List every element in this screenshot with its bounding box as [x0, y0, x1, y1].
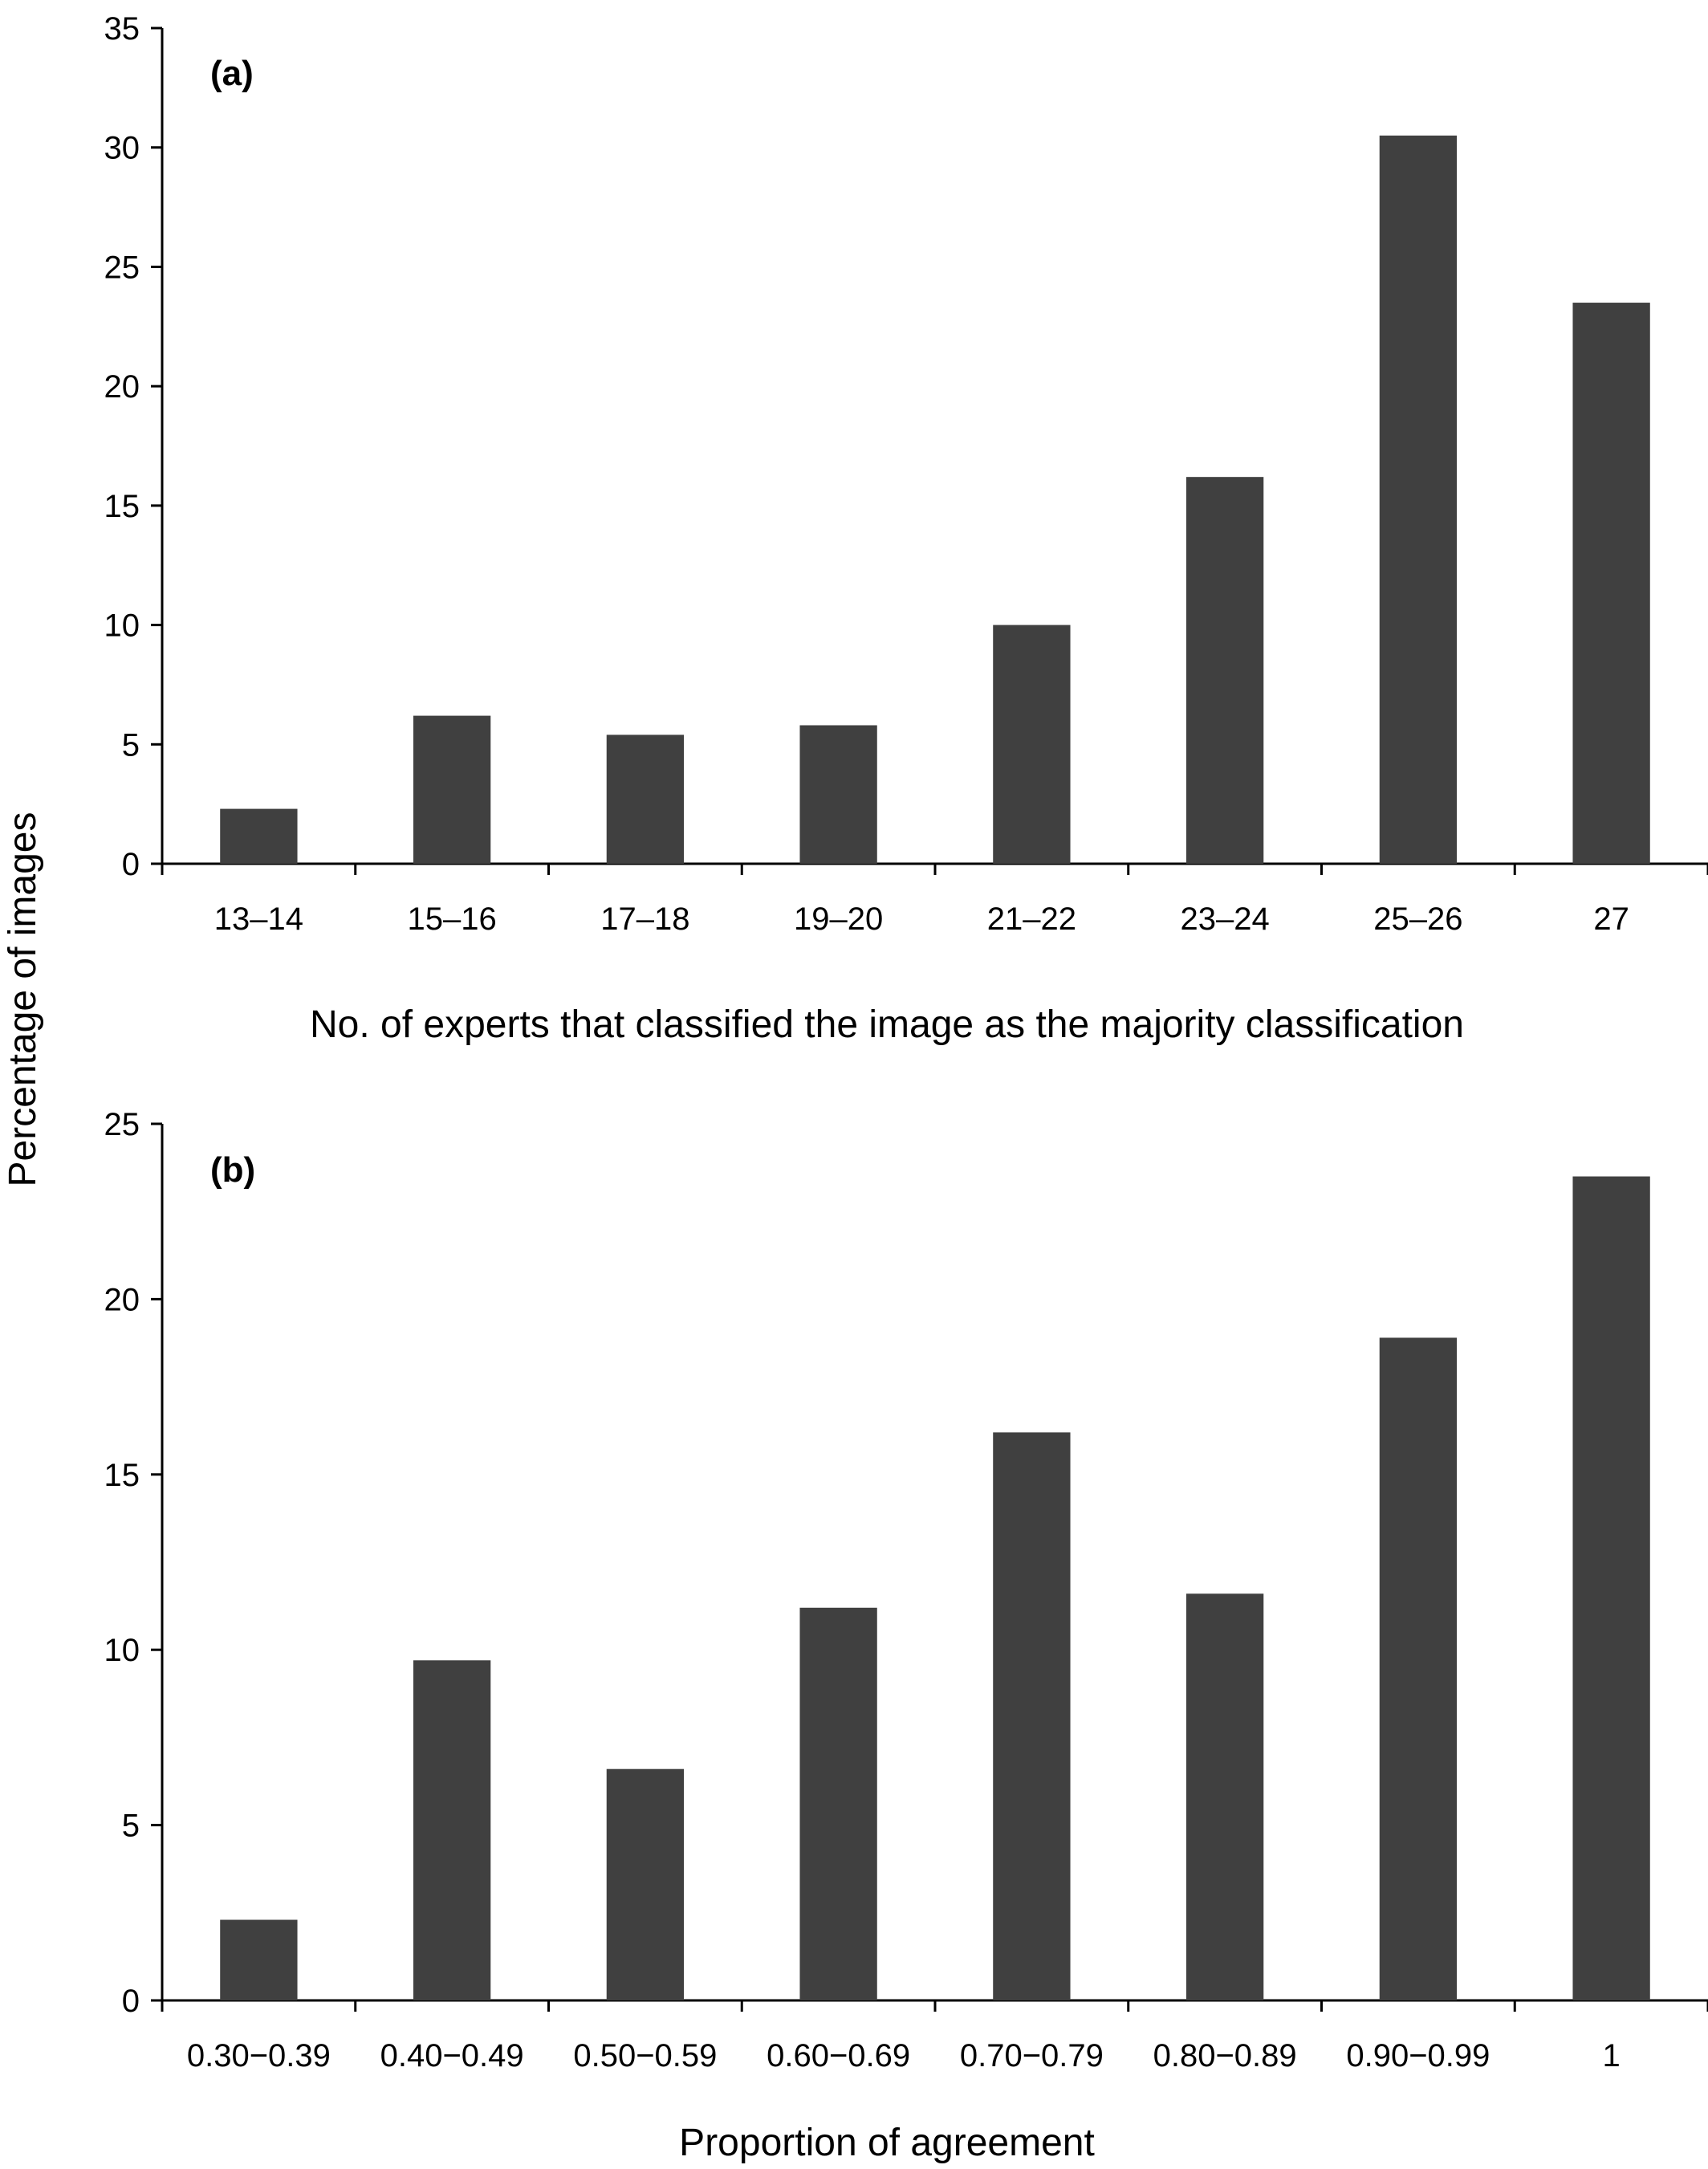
x-tick-label: 23–24 [1181, 901, 1270, 937]
x-axis-title-b: Proportion of agreement [679, 2122, 1095, 2164]
bar-a-4 [799, 725, 877, 864]
x-tick-label: 0.50−0.59 [573, 2038, 717, 2073]
y-tick-label: 5 [122, 727, 140, 763]
x-tick-label: 13–14 [214, 901, 303, 937]
y-tick-label: 10 [104, 608, 140, 644]
x-tick-label: 15–16 [408, 901, 497, 937]
bar-a-7 [1379, 135, 1458, 865]
bar-a-8 [1572, 303, 1650, 864]
x-tick-label: 19–20 [794, 901, 883, 937]
x-tick-label: 25–26 [1373, 901, 1462, 937]
x-tick-label: 21–22 [987, 901, 1076, 937]
x-tick-label: 0.40−0.49 [380, 2038, 524, 2073]
x-tick-label: 0.70−0.79 [960, 2038, 1104, 2073]
bar-a-6 [1185, 477, 1264, 864]
bar-b-6 [1185, 1593, 1264, 2000]
bar-b-5 [993, 1432, 1071, 2000]
bar-b-3 [606, 1768, 685, 2000]
y-tick-label: 0 [122, 1984, 140, 2019]
y-tick-label: 0 [122, 847, 140, 882]
y-tick-label: 15 [104, 489, 140, 524]
bar-a-5 [993, 625, 1071, 864]
y-tick-label: 20 [104, 1282, 140, 1317]
chart-panel-a: 0 5 10 15 20 25 30 35 13–14 15–16 17–18 19–20 21–22 2… [104, 11, 1708, 1046]
y-tick-label: 15 [104, 1458, 140, 1493]
bar-a-2 [413, 715, 491, 864]
y-tick-label: 5 [122, 1809, 140, 1844]
y-tick-label: 35 [104, 11, 140, 47]
x-tick-label: 1 [1603, 2038, 1621, 2073]
bar-a-1 [220, 808, 298, 864]
panel-label-b: (b) [210, 1150, 255, 1190]
y-axis-title: Percentage of images [2, 812, 44, 1187]
x-tick-label: 17–18 [600, 901, 689, 937]
x-tick-label: 0.90−0.99 [1346, 2038, 1490, 2073]
bar-b-7 [1379, 1337, 1458, 2000]
y-tick-label: 25 [104, 1107, 140, 1142]
x-tick-label: 0.30−0.39 [187, 2038, 331, 2073]
bar-b-4 [799, 1607, 877, 2000]
panel-label-a: (a) [210, 54, 254, 93]
bar-a-3 [606, 735, 685, 864]
chart-panel-b: 0 5 10 15 20 25 0.30−0.39 0.40−0.49 0.50−0.59 0.6… [104, 1107, 1708, 2164]
x-tick-label: 0.80−0.89 [1153, 2038, 1297, 2073]
x-axis-title-a: No. of experts that classified the image… [310, 1003, 1464, 1046]
y-tick-label: 10 [104, 1633, 140, 1668]
bar-b-2 [413, 1660, 491, 2000]
bar-b-1 [220, 1919, 298, 2000]
bar-b-8 [1572, 1176, 1650, 2000]
y-tick-label: 30 [104, 131, 140, 166]
y-tick-label: 25 [104, 250, 140, 285]
x-tick-label: 0.60−0.69 [767, 2038, 910, 2073]
y-tick-label: 20 [104, 369, 140, 405]
x-tick-label: 27 [1593, 901, 1629, 937]
